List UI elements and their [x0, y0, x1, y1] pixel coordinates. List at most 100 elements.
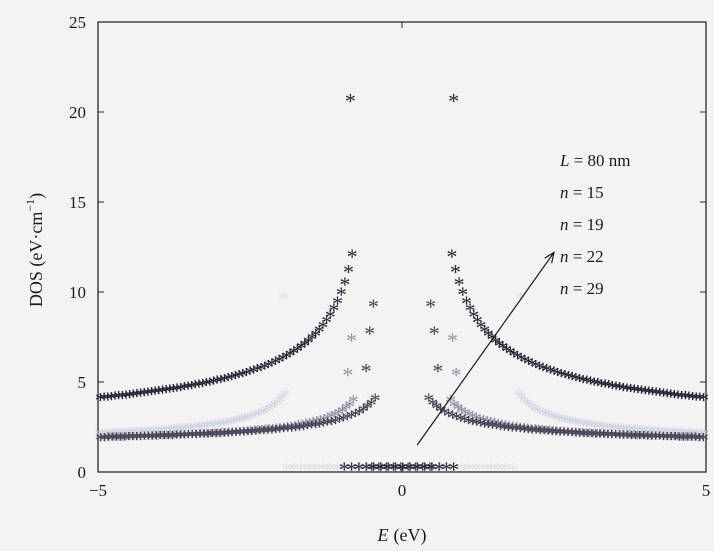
data-point: *: [478, 410, 489, 435]
data-point: *: [131, 426, 142, 451]
data-point: *: [688, 423, 699, 448]
data-point: *: [403, 457, 414, 482]
data-point: *: [275, 417, 286, 442]
data-point: *: [163, 425, 174, 450]
data-point: *: [223, 411, 234, 436]
data-point: *: [448, 457, 459, 482]
data-point: *: [361, 457, 372, 482]
data-point: *: [143, 426, 154, 451]
data-point: *: [278, 287, 289, 312]
data-point: *: [578, 369, 589, 394]
data-point: *: [227, 422, 238, 447]
data-point: *: [256, 402, 267, 427]
data-point: *: [187, 425, 198, 450]
data-point: *: [299, 333, 310, 358]
data-point: *: [554, 408, 565, 433]
data-point: *: [164, 379, 175, 404]
trend-arrow-head: [544, 251, 555, 264]
data-point: *: [493, 457, 504, 482]
data-point: *: [629, 379, 640, 404]
data-point: *: [578, 413, 589, 438]
data-point: *: [556, 408, 567, 433]
data-point: *: [664, 421, 675, 446]
data-point: *: [172, 418, 183, 443]
data-point: *: [325, 457, 336, 482]
data-point: *: [237, 363, 248, 388]
data-point: *: [307, 327, 318, 352]
data-point: *: [642, 420, 653, 445]
data-point: *: [322, 412, 333, 437]
data-point: *: [215, 369, 226, 394]
data-point: *: [381, 457, 392, 482]
data-point: *: [556, 363, 567, 388]
data-point: *: [95, 427, 106, 452]
data-point: *: [573, 422, 584, 447]
data-point: *: [285, 343, 296, 368]
data-point: *: [482, 411, 493, 436]
data-point: *: [504, 415, 515, 440]
data-point: *: [143, 426, 154, 451]
data-point: *: [237, 408, 248, 433]
data-point: *: [595, 424, 606, 449]
data-point: *: [339, 457, 350, 482]
data-point: *: [686, 427, 697, 452]
data-point: *: [156, 420, 167, 445]
data-point: *: [628, 425, 639, 450]
data-point: *: [179, 425, 190, 450]
x-tick-label: −5: [89, 481, 107, 500]
data-point: *: [129, 421, 140, 446]
data-point: *: [119, 427, 130, 452]
data-point: *: [167, 425, 178, 450]
data-point: *: [570, 423, 581, 448]
data-point: *: [424, 457, 435, 482]
data-point: *: [529, 419, 540, 444]
data-point: *: [531, 420, 542, 445]
data-point: *: [128, 384, 139, 409]
data-point: *: [624, 418, 635, 443]
data-point: *: [231, 422, 242, 447]
data-point: *: [434, 457, 445, 482]
data-point: *: [621, 378, 632, 403]
data-point: *: [540, 420, 551, 445]
data-point: *: [286, 418, 297, 443]
data-point: *: [427, 457, 438, 482]
data-point: *: [564, 410, 575, 435]
data-point: *: [120, 385, 131, 410]
x-tick-label: 0: [398, 481, 407, 500]
data-point: *: [204, 372, 215, 397]
data-point: *: [167, 419, 178, 444]
data-point: *: [196, 416, 207, 441]
trend-arrow: [416, 252, 555, 446]
data-point: *: [405, 457, 416, 482]
data-point: *: [314, 414, 325, 439]
data-point: *: [548, 420, 559, 445]
data-point: *: [390, 457, 401, 482]
data-point: *: [197, 373, 208, 398]
data-point: *: [603, 424, 614, 449]
data-point: *: [662, 426, 673, 451]
data-point: *: [220, 422, 231, 447]
data-point: *: [161, 419, 172, 444]
data-point: *: [347, 457, 358, 482]
data-point: *: [606, 425, 617, 450]
data-point: *: [216, 423, 227, 448]
data-point: *: [190, 375, 201, 400]
data-point: *: [654, 426, 665, 451]
data-point: *: [171, 425, 182, 450]
data-point: *: [132, 421, 143, 446]
data-point: *: [146, 382, 157, 407]
data-point: *: [449, 457, 460, 482]
data-point: *: [547, 421, 558, 446]
data-point: *: [342, 362, 353, 387]
data-point: *: [427, 457, 438, 482]
data-point: *: [94, 423, 105, 448]
data-point: *: [461, 291, 472, 316]
data-point: *: [326, 406, 337, 431]
data-point: *: [610, 417, 621, 442]
data-point: *: [427, 392, 438, 417]
data-point: *: [242, 407, 253, 432]
data-point: *: [650, 426, 661, 451]
data-point: *: [297, 414, 308, 439]
data-point: *: [261, 399, 272, 424]
x-axis-variable: E: [377, 525, 389, 545]
